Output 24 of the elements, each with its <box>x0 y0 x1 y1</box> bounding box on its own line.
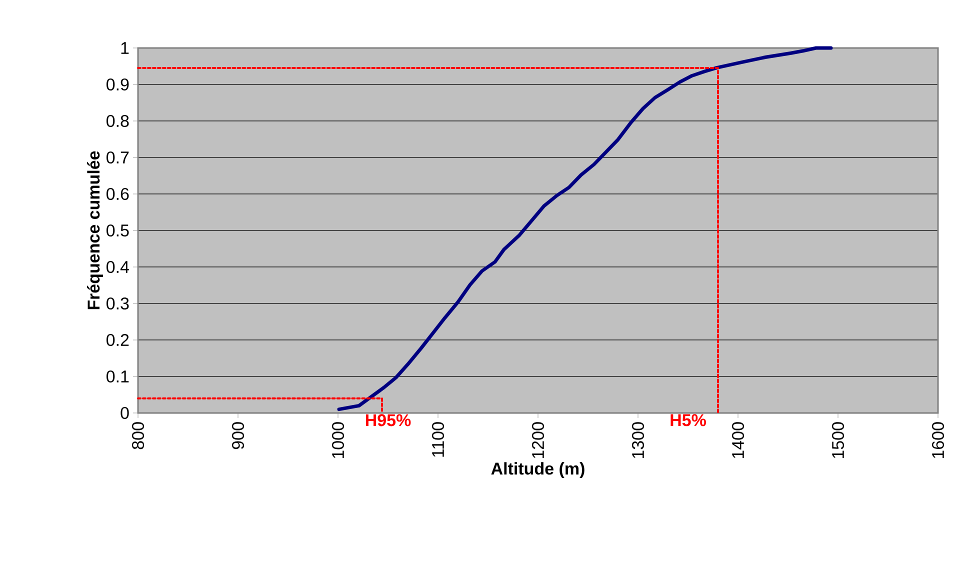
x-tick-label: 1400 <box>732 422 744 458</box>
y-tick-label: 0.7 <box>106 151 129 164</box>
y-tick-label: 0.9 <box>106 78 129 91</box>
x-tick-label: 1600 <box>932 422 944 458</box>
x-tick-label: 1200 <box>532 422 544 458</box>
annotation: H95% <box>366 414 411 426</box>
x-tick-label: 1300 <box>632 422 644 458</box>
y-tick-label: 0.8 <box>106 114 129 128</box>
y-tick-label: 0.3 <box>106 297 129 310</box>
x-tick-label: 1100 <box>432 422 444 457</box>
annotation: H5% <box>670 414 706 426</box>
y-tick-label: 0 <box>120 406 129 420</box>
y-axis-title: Fréquence cumulée <box>87 151 104 310</box>
y-tick-label: 1 <box>121 42 129 54</box>
x-tick-label: 900 <box>232 422 244 450</box>
y-tick-label: 0.1 <box>106 370 129 383</box>
x-tick-label: 1500 <box>832 422 844 458</box>
y-tick-label: 0.6 <box>106 188 129 200</box>
y-tick-label: 0.5 <box>106 224 129 237</box>
x-axis-title: Altitude (m) <box>491 462 584 478</box>
y-tick-label: 0.4 <box>106 260 129 274</box>
y-tick-label: 0.2 <box>106 334 129 346</box>
x-tick-label: 1000 <box>332 422 344 458</box>
x-tick-label: 800 <box>132 422 144 450</box>
